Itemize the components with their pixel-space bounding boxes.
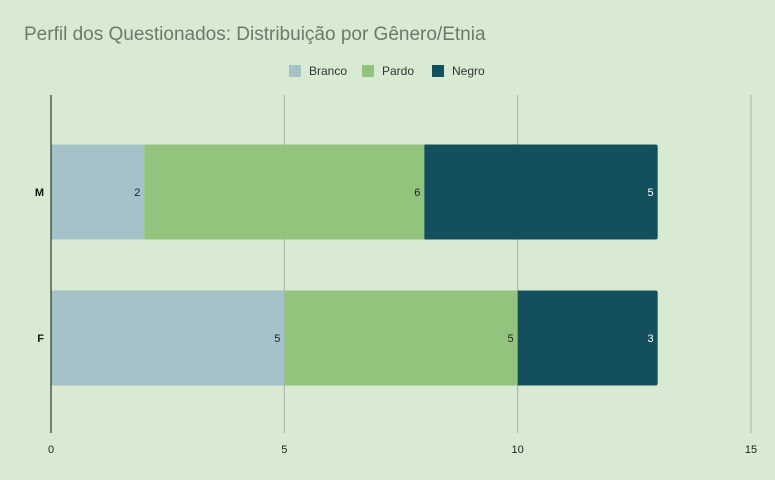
data-label-F-negro: 3 [648,333,654,345]
x-tick-label-10: 10 [512,444,524,456]
data-label-M-branco: 2 [134,187,140,199]
bar-M-branco [51,145,144,240]
legend-label-negro: Negro [452,64,485,78]
bar-M-pardo [144,145,424,240]
bar-F-branco [51,291,284,386]
x-tick-label-0: 0 [48,444,54,456]
data-label-M-negro: 5 [648,187,654,199]
legend-label-branco: Branco [309,64,347,78]
x-tick-label-5: 5 [281,444,287,456]
bar-F-negro [518,291,658,386]
bar-F-pardo [284,291,517,386]
legend-swatch-pardo [362,65,374,77]
data-label-M-pardo: 6 [414,187,420,199]
category-label-F: F [37,333,44,345]
bar-M-negro [424,145,657,240]
x-tick-label-15: 15 [745,444,757,456]
data-label-F-pardo: 5 [508,333,514,345]
legend-label-pardo: Pardo [382,64,414,78]
legend-swatch-branco [289,65,301,77]
data-label-F-branco: 5 [274,333,280,345]
category-label-M: M [35,187,44,199]
legend-swatch-negro [432,65,444,77]
